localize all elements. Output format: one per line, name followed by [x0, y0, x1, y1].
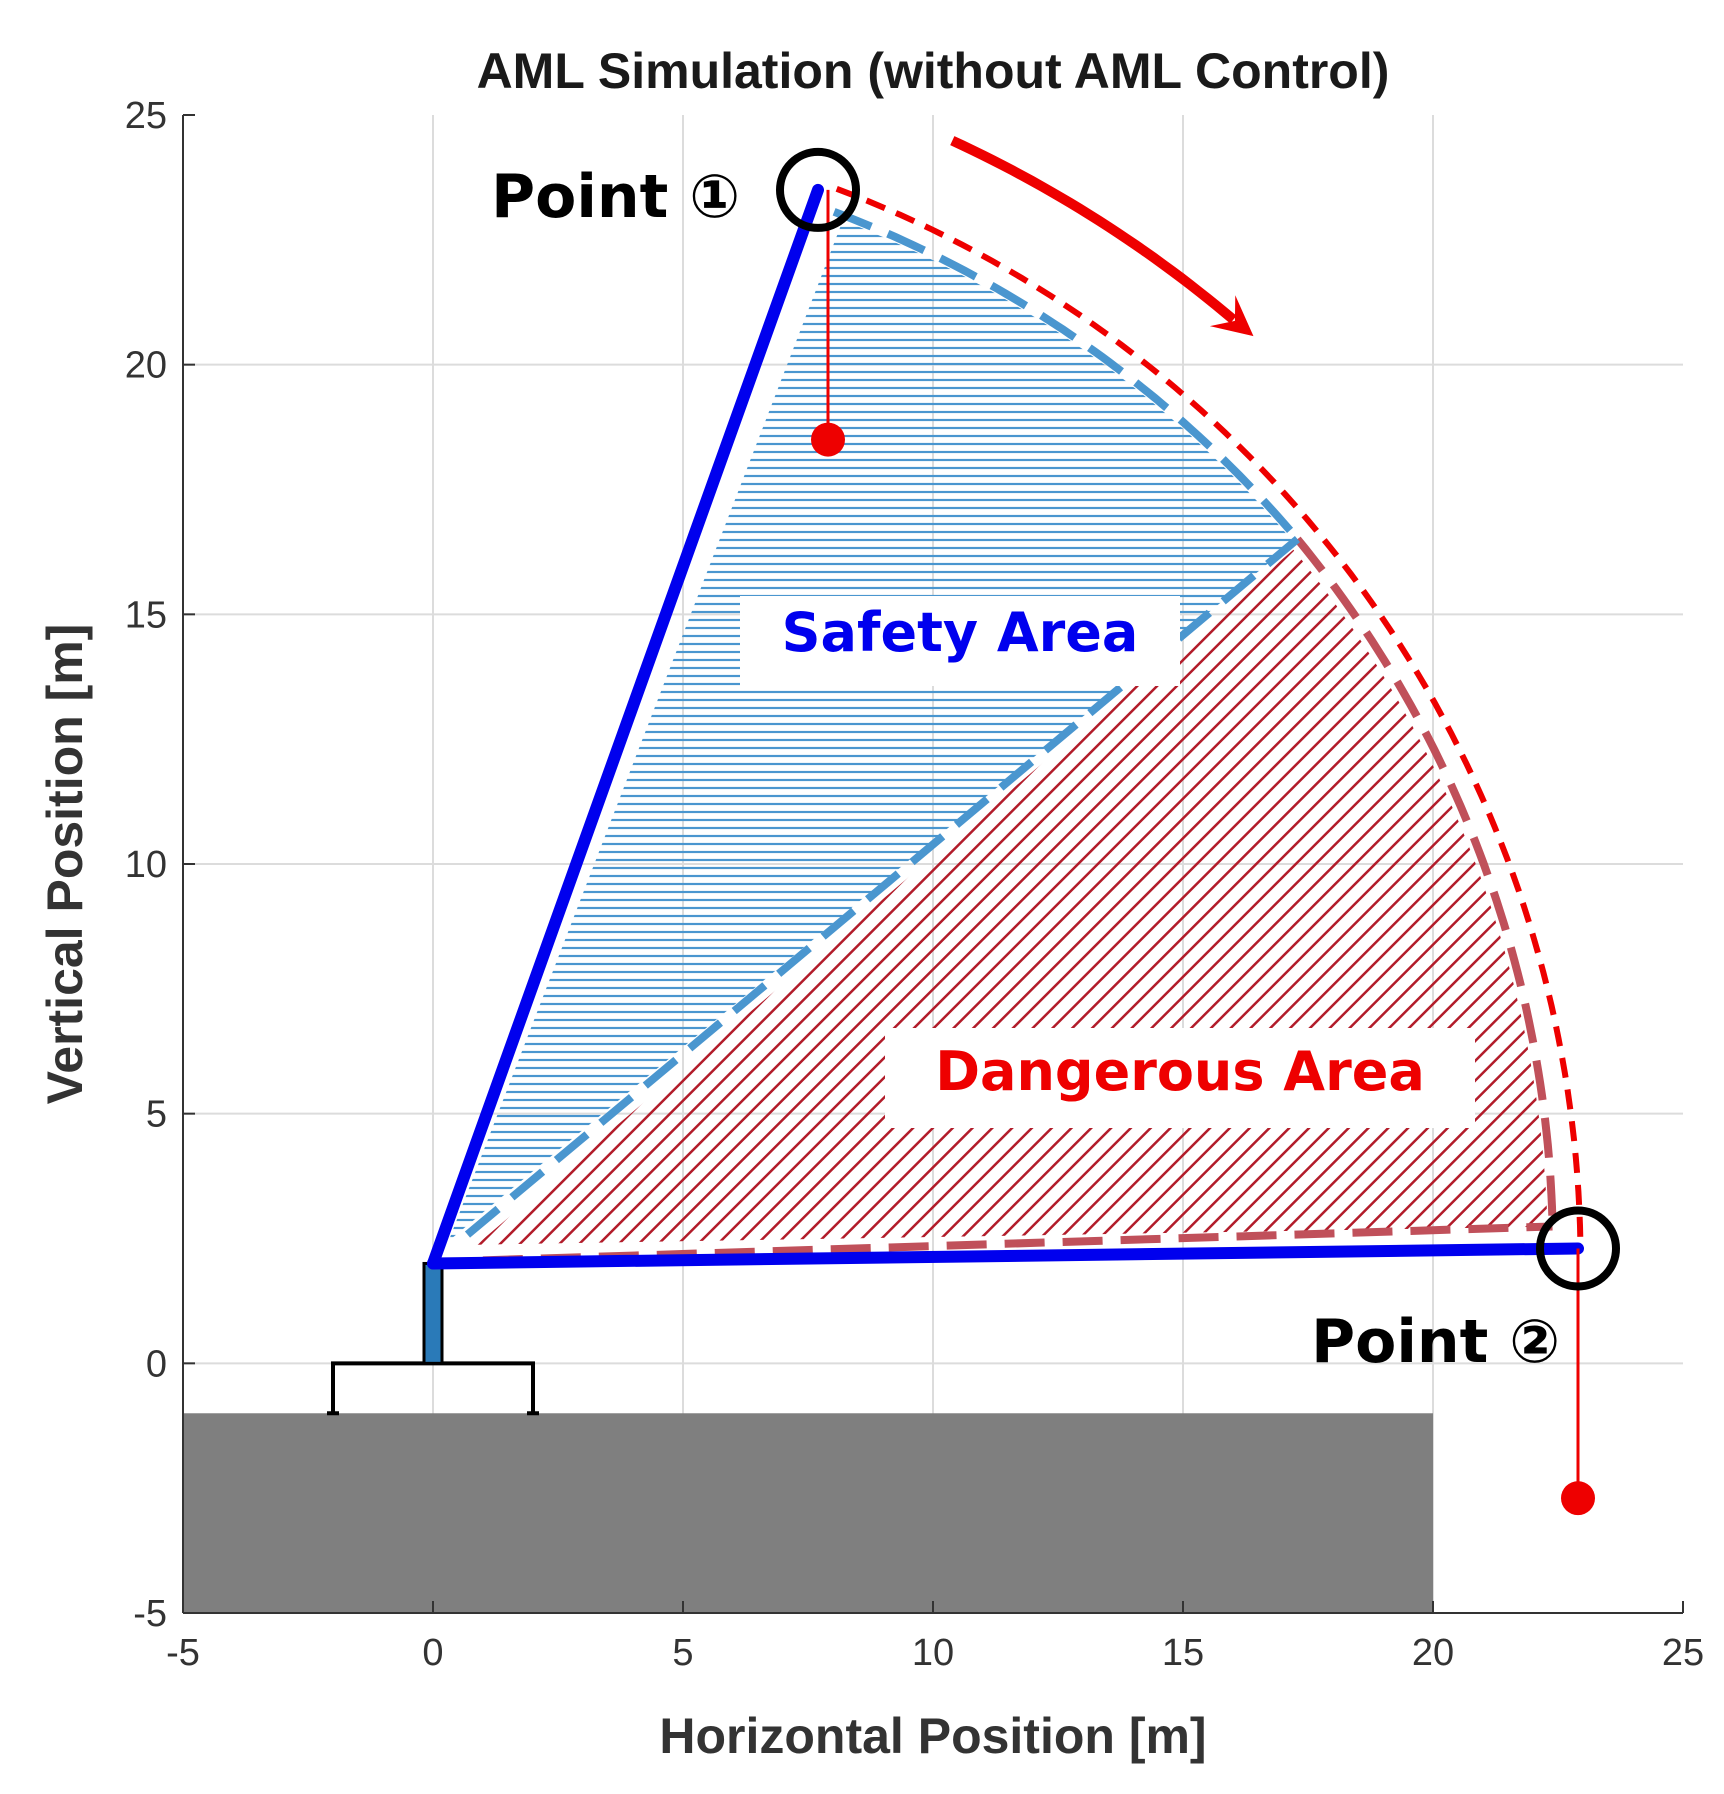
x-tick-label: -5 [166, 1632, 200, 1674]
chart-title: AML Simulation (without AML Control) [477, 43, 1390, 99]
ground-block [183, 1413, 1433, 1613]
dangerous-area-label-bg [885, 1028, 1475, 1128]
x-tick-label: 5 [672, 1632, 693, 1674]
y-axis-label: Vertical Position [m] [37, 624, 93, 1105]
y-tick-label: 20 [125, 345, 167, 387]
point-2-circle-marker [1536, 1206, 1620, 1291]
y-axis-ticks: -5 0 5 10 15 20 25 [125, 95, 195, 1635]
dangerous-area-label: Dangerous Area [935, 1040, 1425, 1103]
x-tick-label: 0 [422, 1632, 443, 1674]
boom-upper [427, 183, 824, 1270]
y-tick-label: 5 [146, 1094, 167, 1136]
danger-arc-dashed [1294, 536, 1557, 1233]
x-tick-label: 10 [912, 1632, 954, 1674]
crane-mast [422, 1261, 444, 1365]
y-tick-label: 10 [125, 844, 167, 886]
y-tick-label: 0 [146, 1343, 167, 1385]
safety-area-label: Safety Area [782, 601, 1139, 664]
x-axis-label: Horizontal Position [m] [659, 1708, 1206, 1764]
boom-lower [427, 1242, 1584, 1270]
point-1-label: Point ① [491, 162, 740, 232]
safety-area-region [448, 220, 1294, 1241]
y-tick-label: 25 [125, 95, 167, 137]
x-tick-label: 15 [1162, 1632, 1204, 1674]
x-tick-label: 20 [1412, 1632, 1454, 1674]
sweep-arrowhead-icon [1209, 295, 1254, 337]
sweep-direction-arrow [950, 136, 1237, 324]
y-tick-label: -5 [133, 1593, 167, 1635]
sweep-path-arc [835, 185, 1584, 1243]
x-tick-label: 25 [1662, 1632, 1704, 1674]
hook-load-2 [1561, 1481, 1595, 1516]
x-axis-ticks: -5 0 5 10 15 20 25 [166, 1601, 1704, 1674]
y-tick-label: 15 [125, 594, 167, 636]
safety-area-label-bg [740, 596, 1180, 686]
point-1-circle-marker [776, 147, 860, 232]
hook-load-1 [811, 422, 845, 457]
point-2-label: Point ② [1311, 1307, 1560, 1377]
safety-arc-dashed [832, 208, 1301, 542]
